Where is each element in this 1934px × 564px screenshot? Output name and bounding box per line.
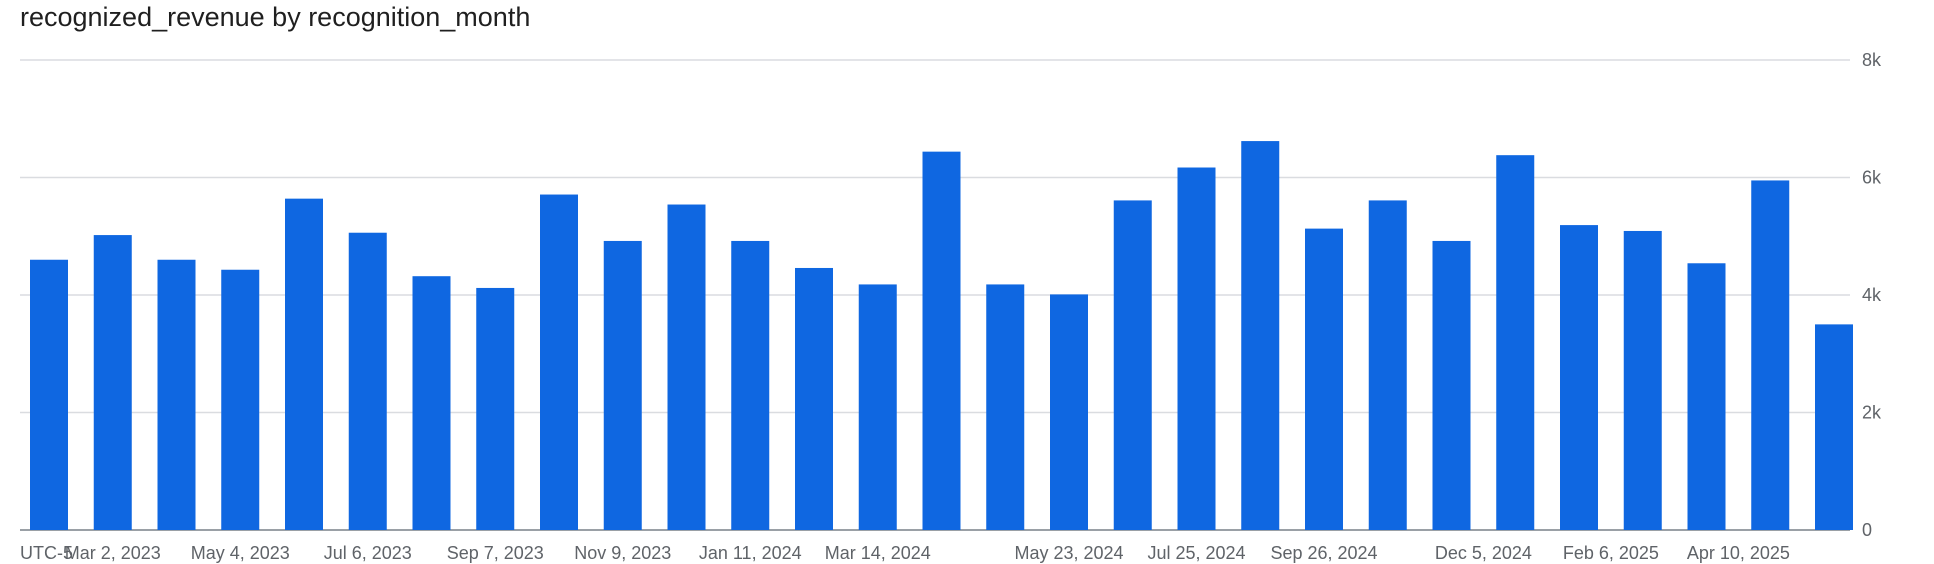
x-tick-label: Nov 9, 2023 xyxy=(574,543,671,563)
bar[interactable] xyxy=(1177,167,1216,530)
x-tick-label: May 23, 2024 xyxy=(1014,543,1123,563)
bar[interactable] xyxy=(1241,141,1280,530)
y-tick-label: 0 xyxy=(1862,520,1872,540)
y-tick-label: 6k xyxy=(1862,168,1882,188)
bar[interactable] xyxy=(1305,228,1343,531)
bar[interactable] xyxy=(1623,230,1662,530)
x-tick-label: Jul 25, 2024 xyxy=(1147,543,1245,563)
y-tick-label: 2k xyxy=(1862,403,1882,423)
bar[interactable] xyxy=(922,151,961,530)
bar[interactable] xyxy=(1113,200,1152,530)
bar[interactable] xyxy=(93,235,132,530)
bar[interactable] xyxy=(603,240,642,530)
bar[interactable] xyxy=(1432,240,1471,530)
bar[interactable] xyxy=(1050,294,1088,530)
y-tick-label: 8k xyxy=(1862,50,1882,70)
bar[interactable] xyxy=(667,204,706,530)
bar[interactable] xyxy=(731,240,770,530)
bar[interactable] xyxy=(30,259,68,530)
x-tick-label: Mar 2, 2023 xyxy=(65,543,161,563)
x-tick-label: Sep 7, 2023 xyxy=(447,543,544,563)
x-tick-label: Jul 6, 2023 xyxy=(324,543,412,563)
bar[interactable] xyxy=(1560,225,1598,530)
bar[interactable] xyxy=(348,232,387,530)
x-tick-label: UTC-5 xyxy=(20,543,73,563)
y-tick-label: 4k xyxy=(1862,285,1882,305)
bar[interactable] xyxy=(1815,324,1853,530)
x-tick-label: Sep 26, 2024 xyxy=(1270,543,1377,563)
chart-title: recognized_revenue by recognition_month xyxy=(20,2,531,32)
x-tick-label: Feb 6, 2025 xyxy=(1563,543,1659,563)
bar[interactable] xyxy=(986,284,1025,530)
y-axis-ticks: 0 2k 4k 6k 8k xyxy=(1862,50,1882,540)
bar[interactable] xyxy=(412,276,451,530)
bar[interactable] xyxy=(1368,200,1407,530)
bar[interactable] xyxy=(1496,155,1535,531)
bar[interactable] xyxy=(795,267,833,530)
bar[interactable] xyxy=(1687,263,1726,530)
x-tick-label: Dec 5, 2024 xyxy=(1435,543,1532,563)
x-tick-label: Mar 14, 2024 xyxy=(825,543,931,563)
bar[interactable] xyxy=(157,259,196,530)
x-tick-label: Jan 11, 2024 xyxy=(699,543,802,563)
bar[interactable] xyxy=(1751,180,1790,530)
x-tick-label: May 4, 2023 xyxy=(191,543,290,563)
bars xyxy=(30,141,1853,531)
bar[interactable] xyxy=(540,194,578,530)
bar[interactable] xyxy=(476,287,515,530)
bar[interactable] xyxy=(221,269,260,530)
bar[interactable] xyxy=(858,284,897,530)
bar[interactable] xyxy=(285,198,323,530)
x-tick-label: Apr 10, 2025 xyxy=(1687,543,1790,563)
